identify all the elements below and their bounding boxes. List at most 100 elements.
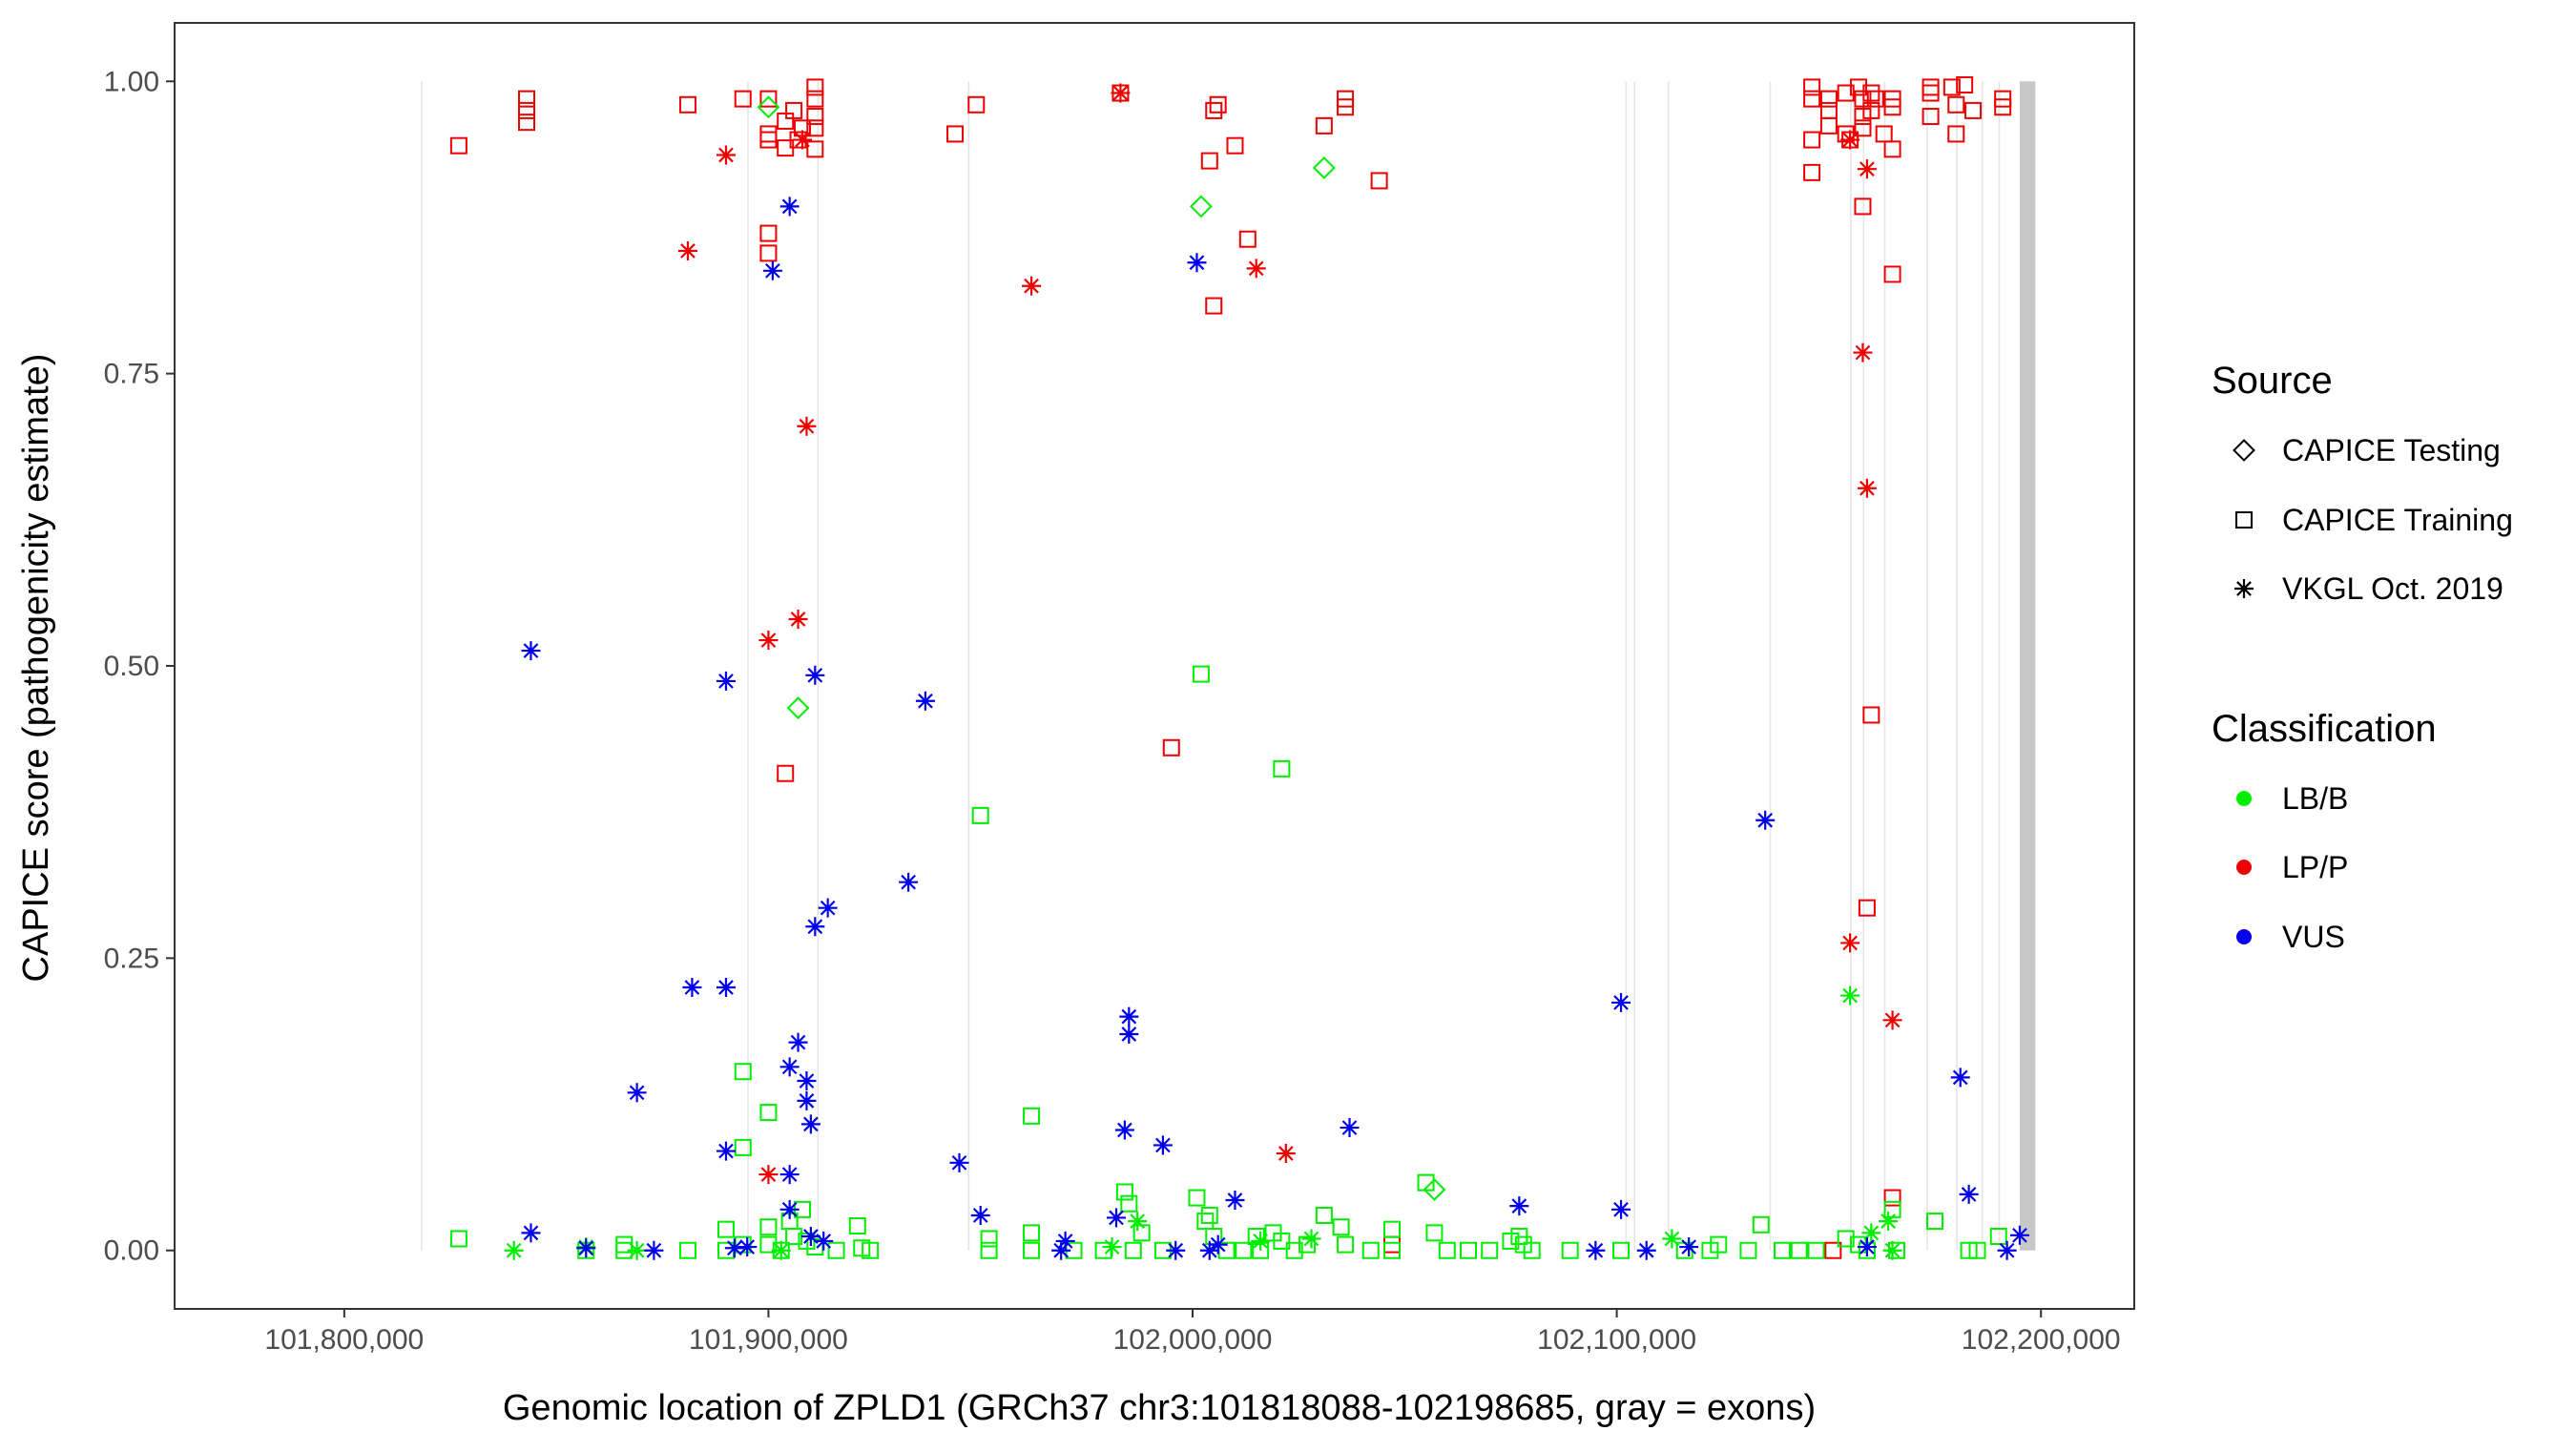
point-lb-b-square	[862, 1241, 880, 1259]
point-lp-p-square	[1205, 297, 1223, 315]
point-lp-p-square	[759, 90, 778, 108]
point-lp-p-square	[1200, 152, 1218, 170]
exon-band	[1769, 81, 1772, 1251]
point-lp-p-square	[1819, 101, 1838, 119]
point-lp-p-square	[1803, 78, 1821, 96]
point-vus-asterisk	[1119, 1006, 1139, 1027]
point-lp-p-asterisk	[1840, 933, 1860, 953]
point-vus-asterisk	[1509, 1196, 1529, 1216]
point-lp-p-square	[518, 114, 536, 132]
point-vus-asterisk	[779, 197, 800, 217]
point-lp-p-square	[967, 95, 986, 114]
point-vus-asterisk	[779, 1199, 800, 1219]
point-lp-p-square	[1883, 265, 1901, 283]
point-vus-asterisk	[576, 1238, 596, 1258]
point-lp-p-square	[1824, 1241, 1842, 1259]
point-lb-b-square	[1417, 1173, 1435, 1192]
point-lp-p-square	[1947, 95, 1965, 114]
point-vus-asterisk	[779, 1165, 800, 1185]
point-lp-p-square	[1947, 125, 1965, 143]
point-lb-b-square	[1561, 1241, 1579, 1259]
point-vus-asterisk	[970, 1205, 990, 1225]
y-tick-label: 1.00	[104, 66, 159, 97]
point-lb-b-square	[1200, 1206, 1218, 1224]
point-lp-p-square	[678, 95, 696, 114]
point-lb-b-square	[1132, 1224, 1151, 1242]
axes: 101,800,000 101,900,000 102,000,000 102,100…	[104, 66, 2121, 1356]
point-vus-asterisk	[1051, 1240, 1071, 1260]
point-vus-asterisk	[1055, 1231, 1075, 1251]
legend-key-dot-icon	[2236, 929, 2252, 944]
x-tick-label: 101,900,000	[689, 1324, 848, 1356]
point-lb-b-square	[717, 1220, 735, 1238]
point-lb-b-asterisk	[1882, 1240, 1902, 1260]
point-vus-asterisk	[521, 1223, 541, 1243]
point-lp-p-asterisk	[1276, 1144, 1296, 1164]
point-vus-asterisk	[899, 872, 919, 892]
point-lp-p-square	[518, 101, 536, 119]
point-lb-b-square	[1023, 1224, 1041, 1242]
point-vus-asterisk	[1611, 1199, 1631, 1219]
point-lb-b-square	[1989, 1228, 2007, 1246]
point-lp-p-square	[1922, 78, 1940, 96]
point-lb-b-square	[1023, 1107, 1041, 1125]
legend-source-title: Source	[2212, 360, 2333, 402]
data-points	[449, 75, 2029, 1260]
point-lp-p-square	[1942, 78, 1961, 96]
exon-band	[1883, 81, 1886, 1251]
exon-band	[1981, 81, 1984, 1251]
point-lp-p-asterisk	[792, 130, 812, 150]
point-lp-p-asterisk	[1840, 130, 1860, 150]
point-vus-asterisk	[788, 1032, 808, 1052]
point-vus-asterisk	[797, 1090, 817, 1110]
legend-source-label-training: CAPICE Training	[2282, 503, 2513, 537]
point-vus-asterisk	[797, 1071, 817, 1091]
point-lp-p-square	[1862, 101, 1880, 119]
point-lb-b-square	[1235, 1241, 1253, 1259]
point-lp-p-square	[1803, 163, 1821, 181]
exon-band	[1926, 81, 1928, 1251]
point-lb-b-square	[1773, 1241, 1791, 1259]
point-lb-b-diamond	[757, 95, 780, 119]
x-axis-title: Genomic location of ZPLD1 (GRCh37 chr3:1…	[503, 1388, 1816, 1428]
point-vus-asterisk	[724, 1238, 744, 1258]
point-lb-b-square	[1438, 1241, 1456, 1259]
y-axis-title: CAPICE score (pathogenicity estimate)	[16, 354, 56, 983]
point-lp-p-asterisk	[758, 1165, 779, 1185]
legend-class-title: Classification	[2212, 708, 2437, 750]
y-tick-label: 0.25	[104, 943, 159, 974]
point-lb-b-square	[678, 1241, 696, 1259]
point-lb-b-asterisk	[504, 1240, 524, 1260]
point-lp-p-square	[759, 131, 778, 149]
point-lb-b-square	[734, 1138, 752, 1156]
point-lb-b-square	[1710, 1235, 1728, 1254]
point-lb-b-square	[1023, 1241, 1041, 1259]
point-vus-asterisk	[716, 1141, 736, 1161]
point-lb-b-square	[1120, 1194, 1138, 1213]
point-lp-p-square	[1819, 116, 1838, 135]
point-lp-p-square	[1819, 90, 1838, 108]
point-lp-p-square	[806, 90, 824, 108]
exon-band	[1667, 81, 1670, 1251]
point-vus-asterisk	[1755, 810, 1776, 830]
y-tick-label: 0.75	[104, 359, 159, 390]
point-lb-b-square	[1382, 1241, 1401, 1259]
point-vus-asterisk	[1679, 1237, 1699, 1257]
point-lb-b-asterisk	[771, 1240, 791, 1260]
exon-band	[421, 81, 423, 1251]
point-lp-p-square	[1956, 75, 1974, 93]
point-lp-p-asterisk	[797, 416, 817, 436]
point-vus-asterisk	[1611, 992, 1631, 1012]
point-lp-p-square	[1994, 98, 2012, 116]
exon-bands	[421, 81, 2036, 1251]
point-lp-p-square	[734, 90, 752, 108]
point-lp-p-asterisk	[1857, 478, 1877, 498]
point-lb-b-diamond	[1423, 1178, 1446, 1201]
point-lb-b-square	[1790, 1241, 1808, 1259]
point-lb-b-square	[1188, 1189, 1206, 1207]
point-lb-b-square	[980, 1230, 998, 1248]
point-vus-asterisk	[1106, 1208, 1126, 1228]
point-lp-p-square	[1337, 98, 1355, 116]
point-lp-p-asterisk	[758, 631, 779, 651]
point-vus-asterisk	[1119, 1025, 1139, 1045]
